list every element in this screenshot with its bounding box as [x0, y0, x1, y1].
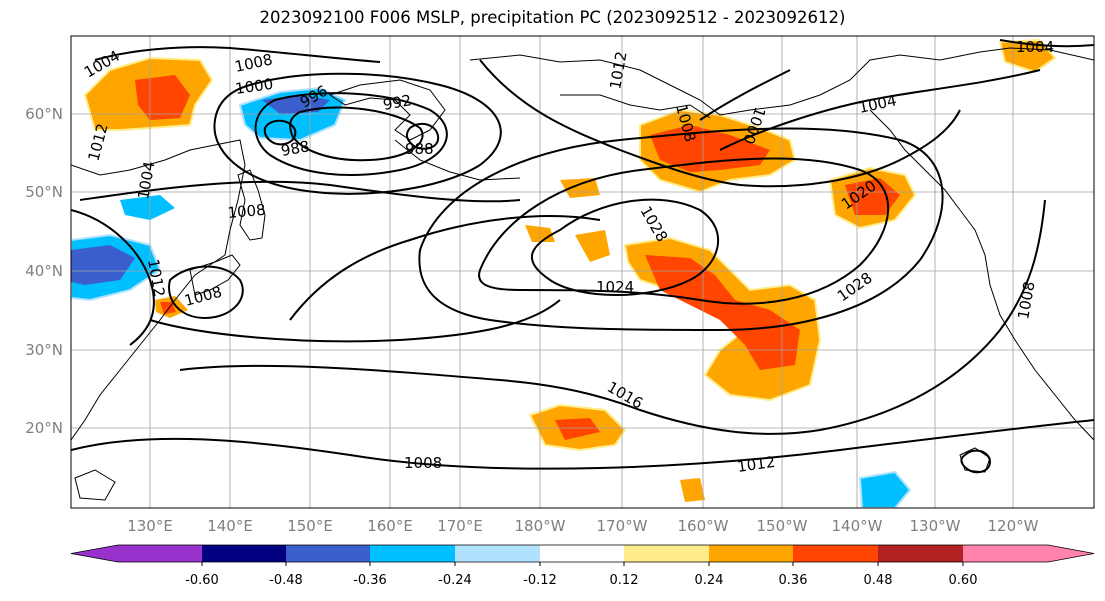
isobar-label: 1012 [736, 453, 776, 476]
lon-tick-label: 170°E [437, 517, 483, 535]
isobar-label: 992 [382, 91, 413, 114]
colorbar-segment [202, 545, 286, 562]
isobar-label: 1008 [404, 454, 442, 472]
colorbar-segment [540, 545, 624, 562]
colorbar-segment [286, 545, 370, 562]
lon-tick-label: 130°E [127, 517, 173, 535]
colorbar-tick-label: 0.60 [949, 573, 978, 588]
colorbar-tick-label: -0.60 [185, 573, 219, 588]
lat-tick-label: 20°N [25, 419, 63, 437]
lat-tick-label: 40°N [25, 262, 63, 280]
colorbar-segment [118, 545, 202, 562]
colorbar-tick-label: 0.12 [610, 573, 639, 588]
colorbar [70, 544, 1095, 563]
lon-tick-label: 140°W [832, 517, 883, 535]
colorbar-segment [370, 545, 455, 562]
colorbar-segment [709, 545, 793, 562]
colorbar-tick-label: 0.48 [864, 573, 893, 588]
lon-tick-label: 140°E [207, 517, 253, 535]
isobar-label: 988 [405, 140, 434, 158]
colorbar-tick-label: -0.12 [523, 573, 557, 588]
lon-tick-label: 160°E [367, 517, 413, 535]
map-title: 2023092100 F006 MSLP, precipitation PC (… [259, 8, 846, 27]
colorbar-extend-min [71, 545, 118, 562]
lat-tick-label: 30°N [25, 341, 63, 359]
colorbar-outline [70, 544, 1095, 563]
colorbar-tick-label: -0.24 [438, 573, 472, 588]
coastlines [71, 47, 1094, 501]
isobar-label: 988 [280, 137, 311, 160]
lon-tick-label: 170°W [597, 517, 648, 535]
lon-tick-label: 150°W [757, 517, 808, 535]
lat-tick-label: 50°N [25, 183, 63, 201]
colorbar-ticks: -0.60 -0.48 -0.36 -0.24 -0.12 0.12 0.24 … [185, 562, 977, 588]
lon-tick-label: 130°W [910, 517, 961, 535]
mslp-isobars [71, 39, 1094, 474]
isobar-label: 1004 [1016, 38, 1054, 56]
colorbar-segment [624, 545, 709, 562]
colorbar-tick-label: 0.36 [779, 573, 808, 588]
colorbar-segment [455, 545, 540, 562]
colorbar-tick-label: -0.48 [269, 573, 303, 588]
colorbar-tick-label: -0.36 [353, 573, 387, 588]
colorbar-extend-max [1048, 545, 1094, 562]
lon-tick-label: 150°E [287, 517, 333, 535]
colorbar-segment [878, 545, 963, 562]
colorbar-tick-label: 0.24 [695, 573, 724, 588]
longitude-axis: 130°E 140°E 150°E 160°E 170°E 180°W 170°… [127, 517, 1038, 535]
colorbar-segment [963, 545, 1048, 562]
lat-tick-label: 60°N [25, 105, 63, 123]
map-border [70, 35, 1095, 509]
latitude-axis: 60°N 50°N 40°N 30°N 20°N [25, 105, 63, 437]
isobar-label: 1000 [234, 75, 274, 98]
colorbar-segment [793, 545, 878, 562]
isobar-label: 1024 [596, 278, 634, 296]
lon-tick-label: 180°W [515, 517, 566, 535]
isobar-label: 1008 [227, 201, 267, 222]
lon-tick-label: 160°W [678, 517, 729, 535]
lon-tick-label: 120°W [988, 517, 1039, 535]
